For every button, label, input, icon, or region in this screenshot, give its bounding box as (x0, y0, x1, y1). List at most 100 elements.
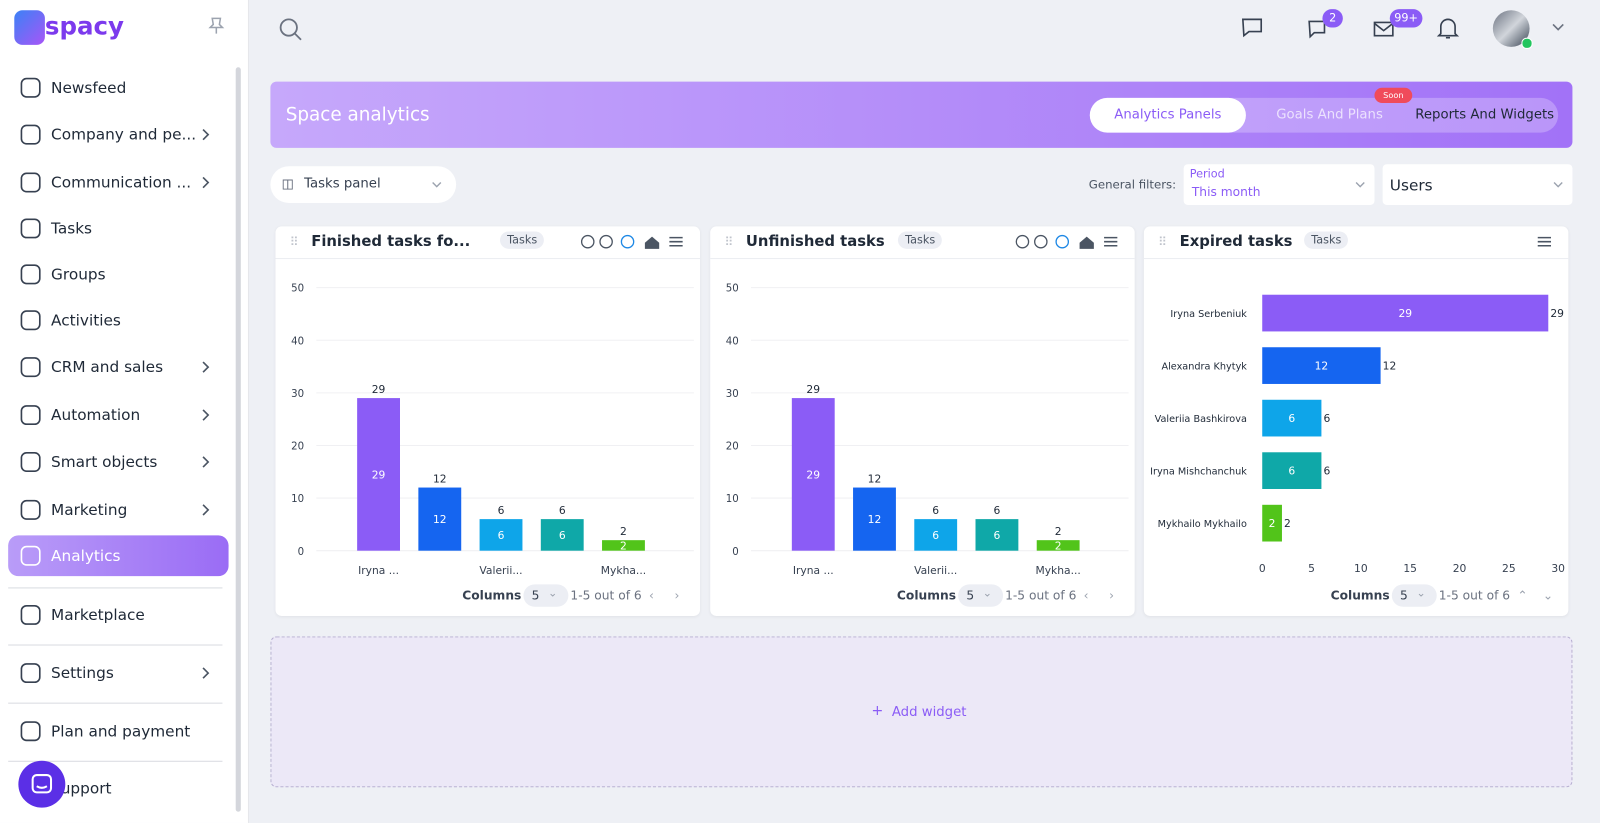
bar-value-label: 2 (1055, 540, 1062, 553)
x-tick-label: 10 (1354, 562, 1368, 575)
nav-icon (20, 721, 41, 742)
chevron-path (202, 504, 210, 516)
bar-value-label: 6 (498, 529, 505, 542)
soon-badge: Soon (1374, 87, 1413, 103)
pager-next[interactable]: ⌄ (1542, 588, 1554, 603)
nav-item[interactable]: Settings (8, 653, 228, 694)
chat-icon (31, 774, 53, 794)
pager-next[interactable]: › (674, 588, 680, 603)
nav-item[interactable]: Newsfeed (8, 67, 228, 108)
y-tick-label: 0 (732, 547, 738, 558)
icon-shape (20, 124, 41, 145)
chart: 0 10 20 30 40 50 29 29 Iryna ... 12 12 6 6 Valerii...… (291, 284, 694, 577)
bar-value-label: 12 (1315, 360, 1329, 373)
users-select[interactable]: Users (1382, 164, 1573, 205)
add-widget-plus: + (871, 702, 884, 719)
nav-icon (20, 604, 41, 625)
tab-active[interactable]: Analytics Panels (1089, 97, 1246, 133)
toolbar-icons (1537, 236, 1552, 247)
chevron-down[interactable] (1551, 22, 1565, 32)
pager-prev[interactable]: ‹ (648, 588, 654, 603)
chevron-down (432, 182, 442, 188)
nav-icon (20, 124, 41, 145)
nav-item[interactable]: Marketing (8, 490, 228, 531)
tab-group: Analytics Panels Goals And Plans Reports… (1089, 97, 1559, 133)
bar (1262, 399, 1322, 437)
zoom-icon[interactable] (580, 234, 595, 249)
nav-item[interactable]: Plan and payment (8, 711, 228, 752)
bar-value-label: 12 (433, 513, 447, 526)
nav-item[interactable]: Marketplace (8, 595, 228, 636)
bar-value-label: 29 (372, 468, 386, 481)
panel-select[interactable]: Tasks panel (270, 166, 457, 203)
pager-next[interactable]: › (1109, 588, 1115, 603)
chevron-right (202, 504, 210, 516)
nav-item[interactable]: Smart objects (8, 442, 228, 483)
chevron-right (202, 456, 210, 468)
separator (8, 587, 223, 589)
y-tick-label: Valeriia Bashkirova (1155, 414, 1247, 425)
columns-label: Columns (462, 588, 522, 603)
zoom-icon[interactable] (1055, 234, 1070, 249)
columns-label: Columns (896, 588, 957, 603)
nav-item[interactable]: CRM and sales (8, 347, 228, 388)
nav-label: Plan and payment (51, 722, 191, 741)
nav-item[interactable]: Analytics (8, 535, 229, 577)
y-tick-label: 50 (291, 284, 304, 295)
y-tick-label: 0 (298, 547, 304, 558)
chat-button[interactable] (18, 760, 66, 808)
zoom-icon[interactable] (1015, 234, 1030, 249)
tab[interactable]: Reports And Widgets (1415, 107, 1555, 123)
pager-prev[interactable]: ⌃ (1517, 588, 1528, 603)
bell-icon[interactable] (1436, 16, 1460, 40)
tab[interactable]: Goals And Plans (1276, 107, 1383, 123)
bar-end-label: 2 (1284, 517, 1291, 530)
columns-select[interactable]: 5 ⌄ (523, 584, 569, 607)
x-tick-label: Valerii... (479, 564, 522, 577)
nav-item[interactable]: Groups (8, 254, 228, 295)
chevron-down (1355, 182, 1365, 188)
nav-item[interactable]: Automation (8, 395, 228, 436)
chevron-path (202, 667, 210, 679)
add-widget-area[interactable]: + Add widget (270, 636, 1573, 788)
nav-item[interactable]: Company and pe... (8, 114, 228, 155)
columns-value: 5 (1399, 588, 1408, 603)
separator (8, 644, 223, 646)
nav-icon (20, 310, 41, 331)
zoom-icon[interactable] (620, 234, 635, 249)
x-tick-label: Valerii... (914, 564, 957, 577)
widget-tag: Tasks (1304, 231, 1349, 249)
sidebar: spacy Newsfeed Company and pe... Communica… (0, 0, 249, 823)
bar-value-label: 2 (620, 540, 627, 553)
zoom-icon[interactable] (599, 234, 613, 249)
widget: ⠿ Finished tasks fo... Tasks 0 10 20 30 40 50 29 2… (275, 226, 700, 616)
home-icon[interactable] (1079, 236, 1094, 249)
nav-item[interactable]: Tasks (8, 208, 228, 249)
nav-item[interactable]: Communication ... (8, 162, 228, 203)
zoom-icon[interactable] (1034, 234, 1048, 249)
columns-select[interactable]: 5 ⌄ (958, 584, 1004, 607)
mail-icon[interactable] (1373, 20, 1395, 38)
bar (479, 519, 523, 551)
message-icon[interactable] (1241, 16, 1263, 38)
columns-chevron: ⌄ (1416, 586, 1426, 600)
x-tick-label: Mykha... (601, 564, 646, 577)
widget: ⠿ Expired tasks Tasks 0 5 10 15 20 25 30 Iryna Ser… (1143, 226, 1569, 616)
bar (602, 540, 645, 551)
chats-icon[interactable] (1307, 18, 1329, 40)
home-icon[interactable] (644, 236, 660, 249)
bar-value-label: 6 (1288, 465, 1295, 478)
nav-item[interactable]: Activities (8, 300, 228, 341)
chevron-path (202, 361, 210, 373)
range-label: 1-5 out of 6 (1438, 588, 1511, 603)
icon-shape (20, 451, 41, 472)
icon-shape (20, 663, 41, 684)
bar-value-label: 29 (1398, 307, 1412, 320)
columns-chevron: ⌄ (982, 586, 993, 600)
columns-select[interactable]: 5 ⌄ (1391, 584, 1437, 607)
period-select[interactable]: Period This month (1183, 164, 1375, 205)
pin-icon[interactable] (208, 16, 225, 34)
nav-icon (20, 172, 41, 193)
search-icon[interactable] (278, 16, 305, 43)
pager-prev[interactable]: ‹ (1083, 588, 1089, 603)
